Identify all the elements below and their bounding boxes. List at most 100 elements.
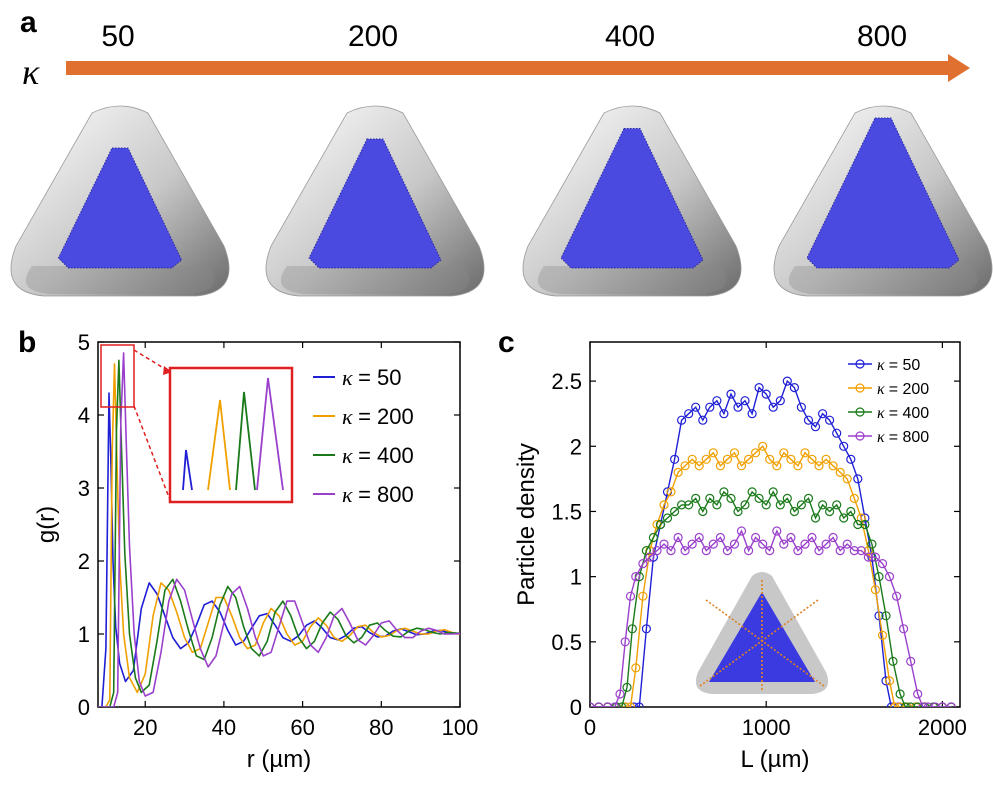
shell-shadow <box>280 266 470 294</box>
density-point <box>842 539 852 549</box>
density-point <box>620 637 630 647</box>
density-point <box>680 545 690 556</box>
density-series <box>590 376 956 707</box>
density-point <box>789 383 800 393</box>
y-tick-label: 1 <box>78 622 90 647</box>
density-point <box>765 454 775 464</box>
density-point <box>638 591 648 601</box>
confinement-image-400 <box>522 105 742 297</box>
density-point <box>856 545 866 556</box>
inset-peak <box>256 377 284 491</box>
kappa-symbol: κ <box>22 52 40 92</box>
density-point <box>629 702 639 707</box>
inset-box <box>168 366 294 504</box>
density-point <box>824 506 835 517</box>
density-point <box>712 500 722 510</box>
density-point <box>645 552 655 562</box>
density-point <box>754 493 764 503</box>
density-point <box>712 396 722 406</box>
density-point <box>754 383 764 393</box>
density-point <box>736 526 747 536</box>
density-point <box>765 545 775 556</box>
density-point <box>617 702 627 707</box>
density-point <box>747 409 757 419</box>
legend-entry: κ = 200 <box>877 381 929 398</box>
density-point <box>849 493 859 503</box>
density-point <box>832 428 842 438</box>
density-point <box>923 702 933 707</box>
density-point <box>715 532 726 543</box>
legend-entry: κ = 800 <box>342 482 414 507</box>
density-point <box>810 513 821 523</box>
y-axis-label: Particle density <box>513 443 540 606</box>
x-tick-label: 1000 <box>742 715 791 740</box>
density-point <box>803 493 814 503</box>
density-point <box>733 506 743 517</box>
panel-b-letter: b <box>18 326 36 359</box>
particle-cluster <box>560 128 704 269</box>
x-tick-label: 80 <box>369 715 393 740</box>
density-point <box>708 448 718 458</box>
density-point <box>775 500 785 510</box>
x-tick-label: 100 <box>442 715 479 740</box>
panel-c: c 0 1000 2000 0 0.5 1 1.5 2 2.5 L (µm) Particle de… <box>498 326 967 773</box>
density-point <box>691 402 701 412</box>
density-point <box>641 624 652 634</box>
kappa-label-50: 50 <box>101 20 134 53</box>
density-point <box>946 702 956 707</box>
inset-profile-line <box>705 599 825 687</box>
density-point <box>906 702 916 707</box>
density-point <box>691 493 701 503</box>
density-point <box>937 702 947 707</box>
density-point <box>594 702 604 707</box>
density-point <box>743 454 754 464</box>
legend-marker <box>855 359 865 369</box>
density-point <box>708 539 718 549</box>
gr-line-50 <box>98 392 460 707</box>
density-point <box>634 702 644 707</box>
shell-shadow <box>537 266 727 294</box>
density-point <box>839 513 849 523</box>
density-point <box>750 532 761 543</box>
plot-frame <box>589 341 961 708</box>
density-point <box>786 532 796 543</box>
density-point <box>884 676 895 686</box>
density-series-800 <box>590 526 956 707</box>
density-point <box>733 402 743 412</box>
density-point <box>793 461 803 471</box>
triangle-inset <box>695 572 829 694</box>
density-point <box>821 454 831 464</box>
legend-marker <box>855 407 865 417</box>
y-tick-label: 2 <box>78 549 90 574</box>
density-point <box>694 532 704 543</box>
confinement-image-200 <box>265 105 485 297</box>
density-point <box>722 545 733 556</box>
density-point <box>747 487 757 497</box>
legend-entry: κ = 200 <box>342 404 414 429</box>
inset-peak <box>207 399 231 491</box>
density-point <box>782 376 792 386</box>
density-point <box>719 487 729 497</box>
density-point <box>715 461 726 471</box>
density-point <box>913 702 923 707</box>
density-point <box>659 500 669 510</box>
density-point <box>758 441 768 451</box>
shell-shadow <box>25 266 215 294</box>
density-point <box>687 454 697 464</box>
density-point <box>673 532 683 543</box>
particle-cluster <box>57 147 183 269</box>
density-point <box>895 689 905 699</box>
particle-cluster <box>308 138 442 269</box>
density-point <box>842 474 852 484</box>
density-point <box>860 519 870 530</box>
density-point <box>817 409 828 419</box>
density-point <box>870 552 881 562</box>
density-point <box>853 474 863 484</box>
gr-line-200 <box>98 363 460 707</box>
density-point <box>846 454 856 464</box>
density-point <box>796 500 807 510</box>
density-line <box>590 529 952 707</box>
density-point <box>684 409 694 419</box>
density-point <box>698 506 708 517</box>
density-point <box>918 702 928 707</box>
